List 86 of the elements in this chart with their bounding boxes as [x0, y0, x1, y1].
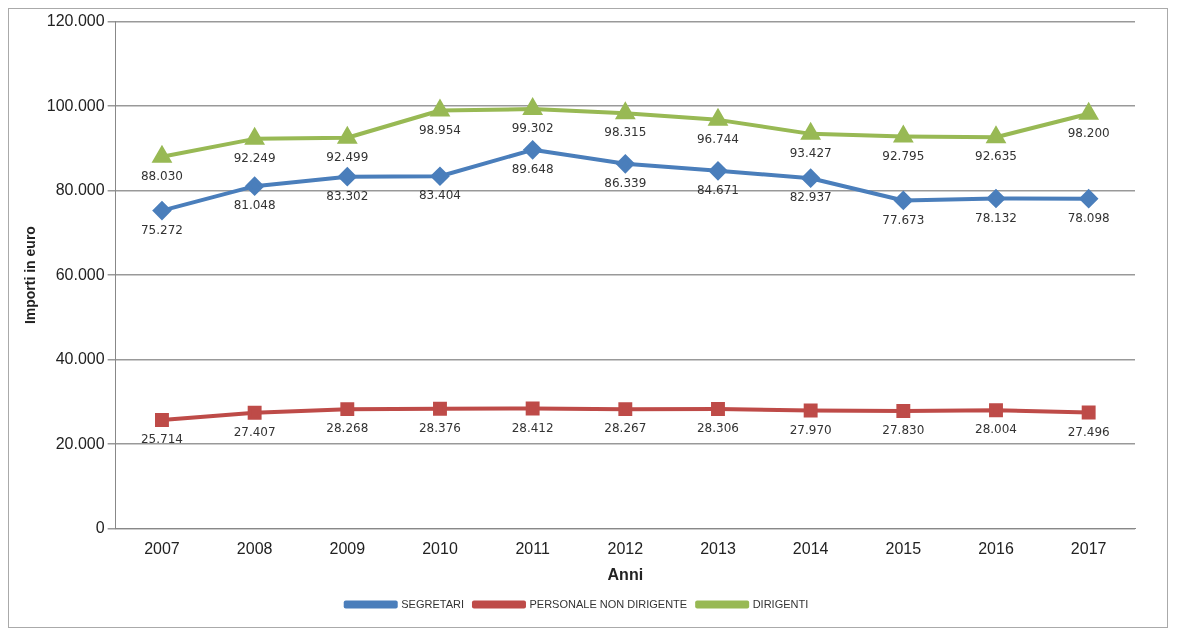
data-label: 92.795 — [882, 148, 925, 163]
x-tick-label: 2013 — [700, 539, 736, 557]
data-label: 28.267 — [604, 421, 647, 436]
x-tick-label: 2017 — [1070, 539, 1107, 557]
data-label: 83.404 — [418, 188, 461, 203]
point — [429, 98, 451, 117]
point — [1079, 189, 1098, 208]
data-label: 81.048 — [233, 198, 276, 213]
point — [523, 99, 542, 116]
data-label: 75.272 — [140, 222, 183, 237]
y-tick-label: 80.000 — [55, 181, 105, 199]
point — [616, 103, 635, 120]
x-tick-label: 2014 — [792, 539, 829, 557]
data-label: 98.315 — [604, 125, 647, 140]
point — [711, 402, 725, 416]
point — [523, 140, 542, 159]
data-label: 99.302 — [511, 121, 554, 136]
data-label: 78.132 — [975, 210, 1017, 225]
data-label: 88.030 — [140, 168, 183, 183]
data-label: 92.249 — [233, 150, 276, 165]
point — [245, 177, 264, 196]
data-label: 98.200 — [1067, 125, 1110, 140]
x-tick-label: 2011 — [515, 539, 550, 557]
data-label: 98.954 — [418, 122, 461, 137]
y-tick-label: 0 — [95, 519, 105, 537]
point — [893, 124, 914, 143]
y-tick-label: 60.000 — [55, 265, 105, 283]
data-label: 28.268 — [326, 421, 369, 436]
point — [247, 405, 262, 420]
data-label: 82.937 — [789, 190, 832, 205]
data-label: 92.635 — [975, 149, 1017, 164]
point — [800, 121, 821, 140]
legend-label: SEGRETARI — [401, 597, 464, 610]
point — [803, 403, 818, 418]
point — [801, 169, 820, 188]
data-label: 27.830 — [882, 423, 925, 438]
point — [152, 201, 171, 220]
x-tick-label: 2015 — [885, 539, 922, 557]
point — [525, 401, 540, 416]
y-tick-label: 40.000 — [55, 350, 105, 368]
point — [1078, 101, 1099, 120]
point — [894, 191, 913, 210]
data-label: 28.306 — [696, 421, 739, 436]
y-axis-title: Importi in euro — [22, 226, 39, 325]
x-tick-label: 2010 — [422, 539, 458, 557]
point — [989, 403, 1003, 418]
x-tick-label: 2016 — [978, 539, 1014, 557]
data-label: 28.376 — [418, 420, 461, 435]
data-label: 28.004 — [975, 422, 1017, 437]
y-tick-label: 120.000 — [46, 12, 105, 30]
point — [433, 401, 447, 416]
data-label: 77.673 — [882, 212, 925, 227]
point — [618, 402, 633, 417]
data-label: 27.407 — [233, 424, 276, 439]
data-label: 96.744 — [696, 131, 739, 146]
point — [708, 161, 727, 180]
x-tick-label: 2012 — [607, 539, 644, 557]
x-axis-title: Anni — [607, 565, 644, 583]
point — [155, 413, 169, 427]
data-label: 86.339 — [604, 175, 647, 190]
data-label: 28.412 — [511, 420, 554, 435]
data-label: 78.098 — [1067, 210, 1110, 225]
point — [1081, 405, 1096, 420]
legend-label: DIRIGENTI — [752, 597, 809, 610]
legend-label: PERSONALE NON DIRIGENTE — [529, 597, 688, 610]
point — [244, 126, 265, 145]
data-label: 89.648 — [511, 161, 554, 176]
data-label: 27.970 — [789, 422, 832, 437]
data-label: 92.499 — [326, 149, 369, 164]
point — [616, 154, 635, 173]
point — [338, 167, 357, 186]
data-label: 93.427 — [789, 146, 832, 160]
point — [987, 189, 1005, 208]
data-label: 83.302 — [326, 188, 369, 203]
data-label: 84.671 — [696, 182, 739, 197]
data-label: 25.714 — [140, 432, 183, 447]
point — [896, 404, 911, 418]
x-tick-label: 2008 — [236, 539, 273, 557]
point — [337, 125, 358, 144]
y-tick-label: 100.000 — [46, 96, 105, 114]
y-tick-label: 20.000 — [55, 434, 105, 452]
data-label: 27.496 — [1067, 424, 1110, 439]
point — [430, 167, 449, 186]
point — [340, 402, 355, 417]
x-tick-label: 2007 — [144, 539, 180, 557]
x-tick-label: 2009 — [329, 539, 366, 557]
